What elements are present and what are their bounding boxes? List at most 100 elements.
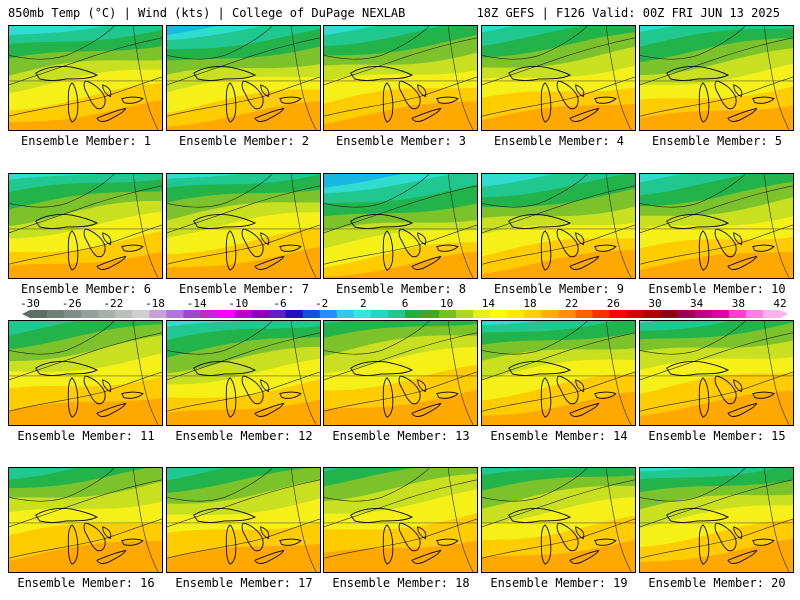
colorbar-tick-label: -18 xyxy=(145,297,165,310)
colorbar-swatch xyxy=(166,310,184,318)
ensemble-member-label: Ensemble Member: 1 xyxy=(20,134,152,148)
colorbar-tick-label: 6 xyxy=(401,297,409,310)
colorbar-swatch xyxy=(439,310,457,318)
colorbar-tick-label: 42 xyxy=(773,297,787,310)
colorbar-swatch xyxy=(745,310,764,318)
colorbar-swatch xyxy=(81,310,99,318)
colorbar-swatch xyxy=(405,310,423,318)
colorbar-swatch xyxy=(626,310,644,318)
model-valid-time: 18Z GEFS | F126 Valid: 00Z FRI JUN 13 20… xyxy=(476,6,780,20)
colorbar-swatch xyxy=(132,310,150,318)
ensemble-member-label: Ensemble Member: 19 xyxy=(490,576,628,590)
colorbar-swatch xyxy=(422,310,440,318)
map-title: 850mb Temp (°C) | Wind (kts) | College o… xyxy=(8,6,406,20)
colorbar-swatch xyxy=(285,310,304,318)
colorbar-swatch xyxy=(456,310,474,318)
ensemble-member-label: Ensemble Member: 13 xyxy=(332,429,470,443)
ensemble-member-label: Ensemble Member: 9 xyxy=(493,282,625,296)
ensemble-member-map xyxy=(481,25,636,131)
ensemble-member-map xyxy=(639,25,794,131)
colorbar-swatch xyxy=(643,310,661,318)
colorbar-min-arrow xyxy=(22,310,30,318)
ensemble-member-map xyxy=(639,320,794,426)
colorbar-tick-label: 10 xyxy=(440,297,454,310)
ensemble-member-label: Ensemble Member: 16 xyxy=(17,576,155,590)
colorbar-swatch xyxy=(115,310,133,318)
ensemble-member-label: Ensemble Member: 17 xyxy=(175,576,313,590)
ensemble-member-map xyxy=(166,173,321,279)
ensemble-member-label: Ensemble Member: 11 xyxy=(17,429,155,443)
ensemble-member-label: Ensemble Member: 15 xyxy=(648,429,786,443)
ensemble-member-map xyxy=(639,467,794,573)
temperature-colorbar xyxy=(22,310,788,318)
ensemble-member-map xyxy=(639,173,794,279)
colorbar-swatch xyxy=(507,310,525,318)
colorbar-swatch xyxy=(251,310,269,318)
ensemble-member-label: Ensemble Member: 14 xyxy=(490,429,628,443)
colorbar-tick-label: -10 xyxy=(228,297,249,310)
ensemble-member-label: Ensemble Member: 12 xyxy=(175,429,313,443)
ensemble-member-label: Ensemble Member: 4 xyxy=(493,134,625,148)
ensemble-member-map xyxy=(481,467,636,573)
ensemble-member-label: Ensemble Member: 3 xyxy=(335,134,467,148)
ensemble-member-label: Ensemble Member: 6 xyxy=(20,282,152,296)
colorbar-swatch xyxy=(353,310,372,318)
ensemble-member-map xyxy=(323,320,478,426)
ensemble-member-label: Ensemble Member: 2 xyxy=(178,134,310,148)
ensemble-member-map xyxy=(8,320,163,426)
colorbar-tick-label: -14 xyxy=(186,297,207,310)
colorbar-tick-label: 2 xyxy=(360,297,367,310)
colorbar-swatch xyxy=(660,310,679,318)
colorbar-swatch xyxy=(762,310,781,318)
colorbar-tick-label: 30 xyxy=(648,297,662,310)
colorbar-swatch xyxy=(609,310,627,318)
ensemble-member-map xyxy=(481,320,636,426)
ensemble-member-label: Ensemble Member: 7 xyxy=(178,282,310,296)
colorbar-swatch xyxy=(524,310,542,318)
ensemble-member-map xyxy=(8,25,163,131)
colorbar-swatch xyxy=(711,310,730,318)
colorbar-tick-label: 14 xyxy=(481,297,495,310)
colorbar-tick-label: -22 xyxy=(103,297,124,310)
ensemble-member-map xyxy=(323,25,478,131)
ensemble-member-label: Ensemble Member: 8 xyxy=(335,282,467,296)
ensemble-member-map xyxy=(481,173,636,279)
colorbar-swatch xyxy=(319,310,338,318)
colorbar-swatch xyxy=(183,310,201,318)
colorbar-tick-label: -6 xyxy=(273,297,287,310)
colorbar-swatch xyxy=(694,310,713,318)
colorbar-swatch xyxy=(370,310,389,318)
colorbar-swatch xyxy=(558,310,576,318)
ensemble-member-map xyxy=(8,173,163,279)
colorbar-swatch xyxy=(490,310,508,318)
colorbar-swatch xyxy=(64,310,82,318)
ensemble-member-map xyxy=(166,467,321,573)
colorbar-swatch xyxy=(200,310,218,318)
colorbar-tick-label: 18 xyxy=(523,297,537,310)
ensemble-member-map xyxy=(323,467,478,573)
colorbar-tick-label: 26 xyxy=(606,297,620,310)
ensemble-member-label: Ensemble Member: 18 xyxy=(332,576,470,590)
colorbar-swatch xyxy=(234,310,252,318)
colorbar-swatch xyxy=(728,310,747,318)
ensemble-member-label: Ensemble Member: 5 xyxy=(651,134,783,148)
colorbar-tick-label: 34 xyxy=(690,297,704,310)
colorbar-swatch xyxy=(336,310,355,318)
colorbar-swatch xyxy=(541,310,559,318)
colorbar-swatch xyxy=(302,310,321,318)
colorbar-max-arrow xyxy=(780,310,788,318)
colorbar-swatch xyxy=(575,310,593,318)
colorbar-tick-label: 22 xyxy=(565,297,579,310)
colorbar-tick-label: -2 xyxy=(315,297,329,310)
colorbar-tick-label: -26 xyxy=(61,297,82,310)
ensemble-member-map xyxy=(8,467,163,573)
colorbar-swatch xyxy=(677,310,696,318)
ensemble-member-map xyxy=(166,320,321,426)
ensemble-member-label: Ensemble Member: 10 xyxy=(648,282,786,296)
colorbar-swatch xyxy=(387,310,406,318)
colorbar-swatch xyxy=(268,310,286,318)
colorbar-swatch xyxy=(592,310,610,318)
colorbar-swatch xyxy=(47,310,65,318)
ensemble-member-map xyxy=(323,173,478,279)
colorbar-swatch xyxy=(30,310,48,318)
